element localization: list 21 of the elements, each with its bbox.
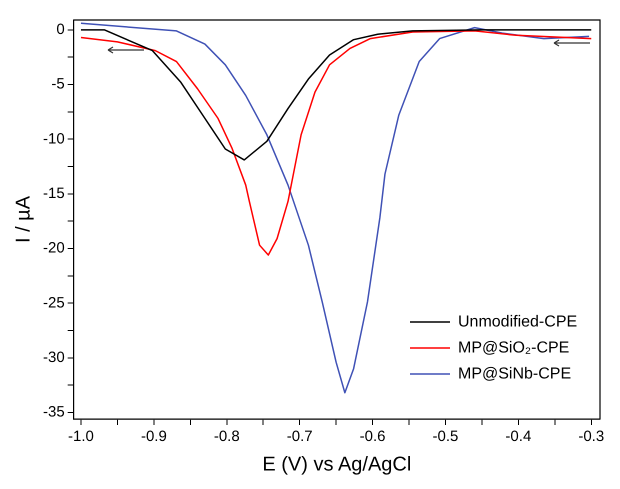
y-tick-label: -25: [42, 294, 65, 312]
y-tick-label: -5: [51, 76, 65, 93]
y-tick-label: -10: [42, 130, 65, 148]
y-tick-label: 0: [56, 20, 65, 38]
y-tick-label: -20: [42, 240, 65, 257]
y-tick-label: -30: [42, 348, 65, 366]
y-tick-label: -15: [42, 184, 65, 202]
x-tick-label: -0.9: [140, 428, 167, 446]
legend-label: MP@SiNb-CPE: [458, 365, 572, 382]
y-tick-label: -35: [42, 404, 65, 421]
legend-label: Unmodified-CPE: [458, 313, 578, 330]
x-tick-label: -0.3: [578, 428, 604, 446]
x-tick-label: -0.8: [214, 428, 240, 446]
y-axis-title: I / µA: [12, 195, 35, 244]
legend-label: MP@SiO₂-CPE: [458, 339, 570, 356]
x-tick-label: -0.7: [286, 428, 313, 446]
x-tick-label: -0.6: [360, 428, 386, 446]
x-tick-label: -1.0: [68, 428, 94, 446]
x-tick-label: -0.5: [432, 428, 458, 446]
x-tick-label: -0.4: [505, 428, 532, 446]
x-axis-title: E (V) vs Ag/AgCl: [262, 454, 412, 476]
